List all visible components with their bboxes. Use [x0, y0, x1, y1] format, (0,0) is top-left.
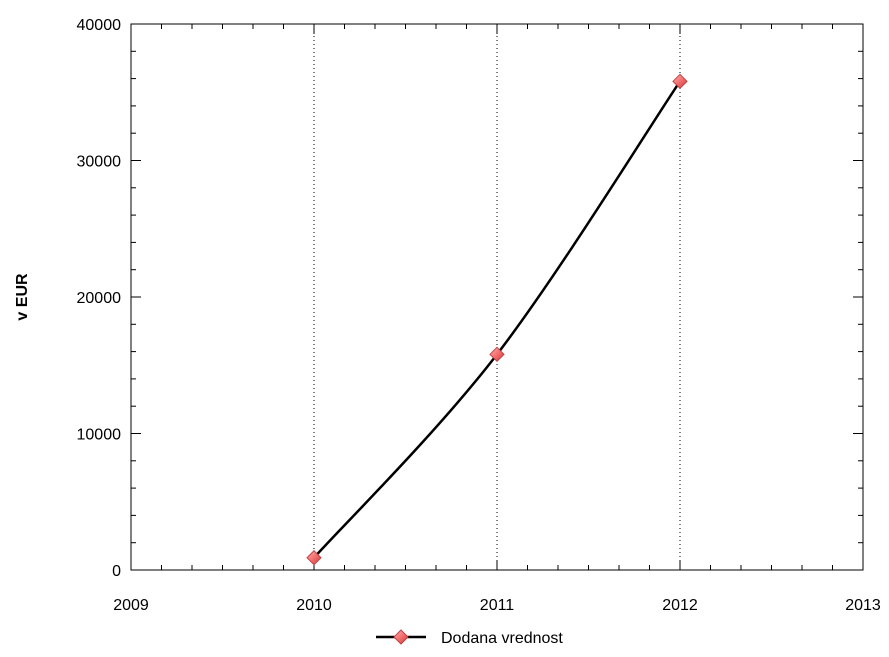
- axis-labels: 2009 2010 2011 2012 2013 0 10000 20000 30000 4000…: [77, 17, 881, 614]
- grid-layer: [313, 24, 681, 570]
- x-tick-label: 2012: [662, 597, 698, 614]
- y-tick-label: 40000: [77, 17, 122, 34]
- x-tick-label: 2009: [113, 597, 149, 614]
- legend-label: Dodana vrednost: [441, 630, 563, 647]
- y-tick-label: 30000: [77, 154, 122, 171]
- y-tick-label: 10000: [77, 427, 122, 444]
- legend-diamond-marker: [393, 629, 409, 645]
- y-axis-title: v EUR: [14, 273, 31, 321]
- legend: Dodana vrednost: [376, 629, 563, 647]
- series-layer: [306, 73, 688, 566]
- x-tick-label: 2010: [296, 597, 332, 614]
- y-tick-label: 20000: [77, 290, 122, 307]
- y-tick-label: 0: [112, 563, 121, 580]
- data-point-marker-2011: [489, 346, 505, 363]
- x-tick-label: 2011: [480, 597, 515, 614]
- x-tick-label: 2013: [845, 597, 881, 614]
- data-point-marker-2012: [672, 73, 688, 90]
- data-point-marker-2010: [306, 550, 322, 566]
